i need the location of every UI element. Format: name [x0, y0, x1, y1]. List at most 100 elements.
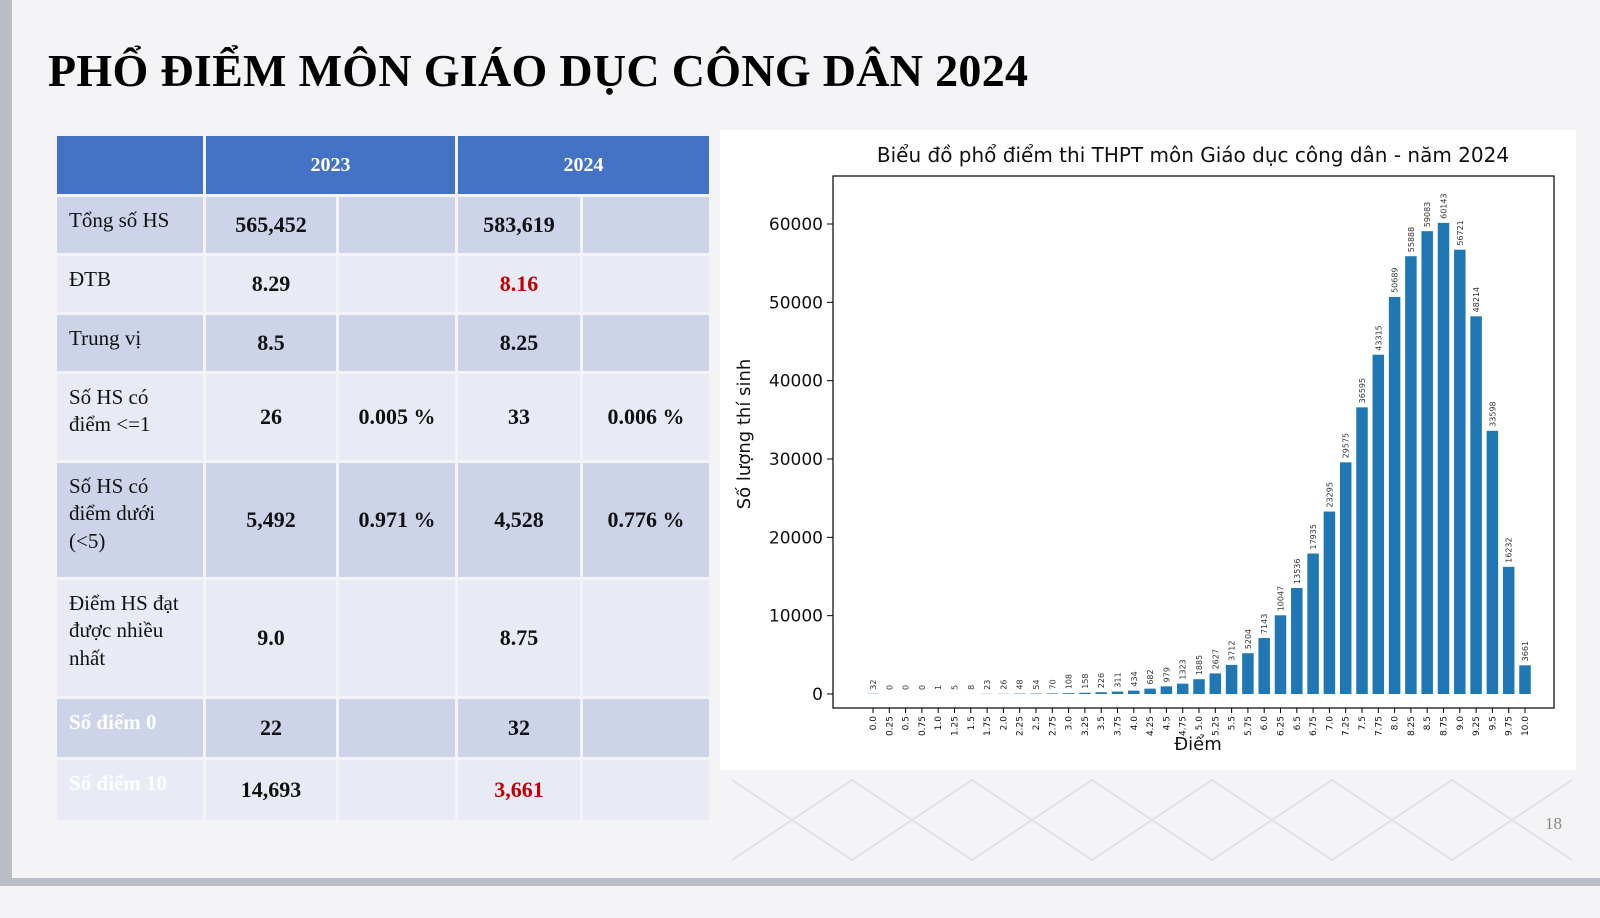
- background-pattern: [732, 778, 1572, 862]
- bar: [1062, 693, 1075, 694]
- x-tick-label: 2.25: [1016, 716, 1026, 736]
- percent-2023: [339, 699, 455, 757]
- y-tick-label: 30000: [769, 450, 823, 470]
- x-tick-label: 2.5: [1032, 716, 1042, 730]
- bar-value-label: 13536: [1293, 559, 1302, 584]
- x-tick-label: 7.75: [1374, 716, 1384, 736]
- bar: [1176, 683, 1189, 694]
- row-label: Trung vị: [57, 315, 203, 371]
- y-tick-label: 60000: [769, 215, 823, 235]
- x-tick-label: 8.5: [1423, 716, 1433, 730]
- bar-value-label: 3712: [1228, 641, 1237, 661]
- table-row: Số điểm 0 22 32: [57, 699, 709, 757]
- percent-2023: 0.971 %: [339, 463, 455, 577]
- bar-value-label: 1: [934, 685, 943, 690]
- bar: [1372, 354, 1385, 694]
- percent-2023: [339, 256, 455, 312]
- y-tick-label: 50000: [769, 293, 823, 313]
- value-2023: 565,452: [206, 197, 336, 253]
- bar: [1225, 664, 1238, 694]
- x-tick-label: 2.75: [1048, 716, 1058, 736]
- value-2024: 3,661: [458, 760, 580, 820]
- percent-2024: [583, 699, 709, 757]
- bar-value-label: 70: [1048, 679, 1057, 689]
- row-label: Tổng số HS: [57, 197, 203, 253]
- x-tick-label: 5.25: [1211, 716, 1221, 736]
- x-tick-label: 8.75: [1440, 716, 1450, 736]
- bar: [1421, 231, 1433, 694]
- table-header-empty: [57, 136, 203, 194]
- page-number: 18: [1545, 814, 1562, 833]
- bar-value-label: 311: [1114, 672, 1123, 687]
- x-tick-label: 3.5: [1097, 716, 1107, 730]
- chart-title: Biểu đồ phổ điểm thi THPT môn Giáo dục c…: [877, 143, 1509, 167]
- page-title: PHỔ ĐIỂM MÔN GIÁO DỤC CÔNG DÂN 2024: [48, 45, 1029, 96]
- y-tick-label: 0: [812, 685, 823, 705]
- row-label: Số điểm 10: [57, 760, 203, 820]
- bars: 32 0 0 0 1 5 8 23 26 48 54 70 108 158 226 311 434 682 979 1…: [867, 193, 1531, 695]
- bar-value-label: 226: [1097, 673, 1106, 688]
- row-label: ĐTB: [57, 256, 203, 312]
- bar-value-label: 8: [967, 685, 976, 690]
- bar: [1470, 316, 1482, 694]
- x-tick-label: 9.75: [1505, 716, 1515, 736]
- percent-2024: [583, 256, 709, 312]
- value-2024: 8.25: [458, 315, 580, 371]
- bar-value-label: 23: [983, 680, 992, 690]
- table-header-2024: 2024: [458, 136, 709, 194]
- y-tick-label: 10000: [769, 607, 823, 627]
- x-tick-label: 8.25: [1407, 716, 1417, 736]
- percent-2023: [339, 197, 455, 253]
- next-slide-strip: [0, 878, 1600, 918]
- table-body: Tổng số HS 565,452 583,619 ĐTB 8.29 8.16 Trung…: [57, 197, 709, 820]
- y-axis: 0 10000 20000 30000 40000 50000 60000: [769, 215, 833, 705]
- slide: PHỔ ĐIỂM MÔN GIÁO DỤC CÔNG DÂN 2024 2023…: [12, 0, 1600, 878]
- bar: [1193, 679, 1205, 694]
- x-tick-label: 0.75: [918, 716, 928, 736]
- x-tick-label: 1.25: [951, 716, 961, 736]
- chart-svg: Biểu đồ phổ điểm thi THPT môn Giáo dục c…: [734, 143, 1555, 755]
- bar-value-label: 36595: [1358, 378, 1367, 403]
- x-tick-label: 8.0: [1391, 716, 1401, 731]
- x-tick-label: 0.5: [902, 716, 912, 730]
- bar-value-label: 0: [885, 685, 894, 690]
- x-tick-label: 4.75: [1179, 716, 1189, 736]
- bar-value-label: 1885: [1195, 655, 1204, 675]
- bar-value-label: 29575: [1342, 433, 1351, 458]
- bar-value-label: 43315: [1374, 325, 1383, 350]
- table-row: Số điểm 10 14,693 3,661: [57, 760, 709, 820]
- percent-2024: [583, 197, 709, 253]
- x-tick-label: 9.0: [1456, 716, 1466, 731]
- bar-value-label: 682: [1146, 669, 1155, 684]
- bar-value-label: 55888: [1407, 227, 1416, 252]
- x-tick-label: 4.5: [1162, 716, 1172, 730]
- bar-value-label: 434: [1130, 671, 1139, 686]
- bar-value-label: 33598: [1488, 401, 1497, 426]
- x-tick-label: 1.75: [983, 716, 993, 736]
- x-tick-label: 1.0: [934, 716, 944, 731]
- value-2024: 8.75: [458, 580, 580, 696]
- bar: [1356, 407, 1368, 694]
- bar-value-label: 26: [999, 680, 1008, 690]
- x-tick-label: 9.5: [1488, 716, 1498, 730]
- percent-2024: 0.006 %: [583, 374, 709, 460]
- x-tick-label: 3.25: [1081, 716, 1091, 736]
- percent-2023: [339, 760, 455, 820]
- table-header-2023: 2023: [206, 136, 455, 194]
- bar-value-label: 979: [1162, 667, 1171, 682]
- value-2023: 14,693: [206, 760, 336, 820]
- bar-value-label: 2627: [1211, 649, 1220, 669]
- bar: [1486, 430, 1499, 694]
- x-tick-label: 9.25: [1472, 716, 1482, 736]
- x-tick-label: 6.75: [1309, 716, 1319, 736]
- x-tick-label: 5.5: [1228, 716, 1238, 730]
- bar: [1258, 638, 1270, 694]
- table-header-row: 2023 2024: [57, 136, 709, 194]
- x-axis-label: Điểm: [1174, 734, 1222, 755]
- percent-2023: 0.005 %: [339, 374, 455, 460]
- bar: [1111, 691, 1124, 694]
- x-tick-label: 3.75: [1114, 716, 1124, 736]
- value-2024: 33: [458, 374, 580, 460]
- x-tick-label: 7.0: [1325, 716, 1335, 731]
- bar-value-label: 0: [902, 685, 911, 690]
